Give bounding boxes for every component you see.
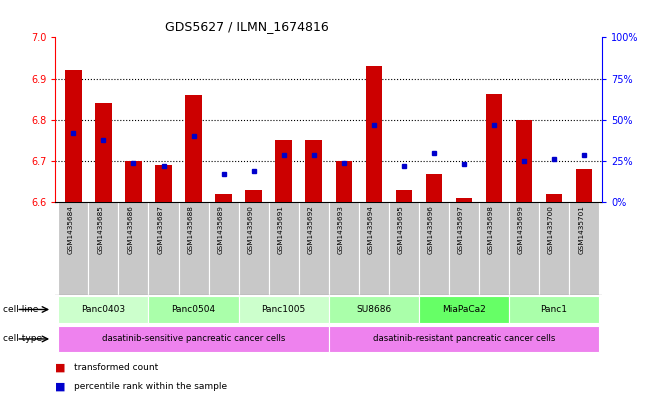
Bar <box>419 296 509 323</box>
Bar <box>275 140 292 202</box>
Bar <box>239 296 329 323</box>
Text: GSM1435684: GSM1435684 <box>67 205 74 254</box>
Text: GSM1435696: GSM1435696 <box>428 205 434 254</box>
Bar <box>59 202 89 295</box>
Bar <box>89 202 118 295</box>
Bar <box>155 165 172 202</box>
Text: cell line: cell line <box>3 305 38 314</box>
Text: GSM1435698: GSM1435698 <box>488 205 494 254</box>
Bar <box>539 202 569 295</box>
Text: Panc0504: Panc0504 <box>171 305 215 314</box>
Text: GSM1435689: GSM1435689 <box>217 205 223 254</box>
Bar <box>569 202 599 295</box>
Bar <box>125 161 142 202</box>
Bar <box>426 174 442 202</box>
Bar <box>239 202 269 295</box>
Bar <box>516 120 533 202</box>
Text: ■: ■ <box>55 381 66 391</box>
Text: GSM1435694: GSM1435694 <box>368 205 374 254</box>
Text: transformed count: transformed count <box>74 363 158 372</box>
Bar <box>486 94 503 202</box>
Text: GSM1435699: GSM1435699 <box>518 205 524 254</box>
Bar <box>419 202 449 295</box>
Text: SU8686: SU8686 <box>356 305 391 314</box>
Bar <box>215 194 232 202</box>
Bar <box>576 169 592 202</box>
Text: MiaPaCa2: MiaPaCa2 <box>442 305 486 314</box>
Bar <box>396 190 412 202</box>
Bar <box>305 140 322 202</box>
Bar <box>359 202 389 295</box>
Text: GDS5627 / ILMN_1674816: GDS5627 / ILMN_1674816 <box>165 20 329 33</box>
Text: GSM1435688: GSM1435688 <box>187 205 193 254</box>
Text: GSM1435697: GSM1435697 <box>458 205 464 254</box>
Text: GSM1435686: GSM1435686 <box>128 205 133 254</box>
Bar <box>389 202 419 295</box>
Text: dasatinib-resistant pancreatic cancer cells: dasatinib-resistant pancreatic cancer ce… <box>373 334 555 343</box>
Text: GSM1435687: GSM1435687 <box>158 205 163 254</box>
Text: dasatinib-sensitive pancreatic cancer cells: dasatinib-sensitive pancreatic cancer ce… <box>102 334 285 343</box>
Text: Panc0403: Panc0403 <box>81 305 126 314</box>
Text: Panc1005: Panc1005 <box>262 305 306 314</box>
Text: GSM1435692: GSM1435692 <box>308 205 314 254</box>
Bar <box>95 103 112 202</box>
Bar <box>456 198 472 202</box>
Text: GSM1435700: GSM1435700 <box>548 205 554 254</box>
Bar <box>329 326 599 352</box>
Bar <box>366 66 382 202</box>
Bar <box>118 202 148 295</box>
Bar <box>59 326 329 352</box>
Bar <box>186 95 202 202</box>
Text: GSM1435691: GSM1435691 <box>278 205 284 254</box>
Bar <box>148 202 178 295</box>
Text: GSM1435690: GSM1435690 <box>247 205 254 254</box>
Text: ■: ■ <box>55 362 66 373</box>
Text: GSM1435701: GSM1435701 <box>578 205 584 254</box>
Text: cell type: cell type <box>3 334 42 343</box>
Bar <box>449 202 479 295</box>
Bar <box>509 202 539 295</box>
Bar <box>329 296 419 323</box>
Bar <box>178 202 208 295</box>
Text: GSM1435693: GSM1435693 <box>338 205 344 254</box>
Bar <box>269 202 299 295</box>
Text: GSM1435685: GSM1435685 <box>98 205 104 254</box>
Text: Panc1: Panc1 <box>540 305 568 314</box>
Bar <box>208 202 239 295</box>
Bar <box>148 296 239 323</box>
Text: percentile rank within the sample: percentile rank within the sample <box>74 382 227 391</box>
Bar <box>546 194 562 202</box>
Bar <box>335 161 352 202</box>
Bar <box>245 190 262 202</box>
Bar <box>299 202 329 295</box>
Text: GSM1435695: GSM1435695 <box>398 205 404 254</box>
Bar <box>329 202 359 295</box>
Bar <box>65 70 81 202</box>
Bar <box>59 296 148 323</box>
Bar <box>509 296 599 323</box>
Bar <box>479 202 509 295</box>
